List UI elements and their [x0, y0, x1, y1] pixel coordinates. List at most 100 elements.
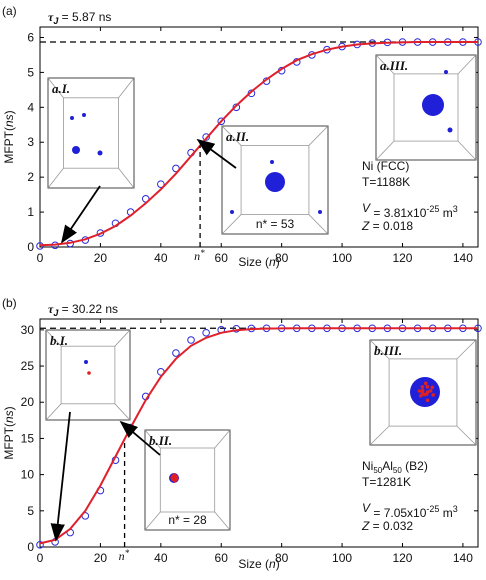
- arrow: [119, 420, 161, 456]
- text-part: ns: [2, 410, 16, 423]
- plot-frame: [39, 26, 479, 248]
- tau-label: τJ = 30.22 ns: [48, 302, 118, 318]
- atom: [171, 475, 176, 480]
- atom: [425, 385, 430, 389]
- x-tick-label: 20: [94, 251, 108, 265]
- inset-edge: [457, 140, 477, 161]
- inset-edge: [308, 214, 329, 235]
- atom: [230, 210, 234, 214]
- text-part: n: [269, 255, 276, 269]
- inset-edge: [45, 329, 62, 347]
- y-tick-label: 5: [27, 504, 34, 518]
- data-point: [187, 336, 195, 344]
- text-part: τ: [48, 10, 54, 24]
- x-tick-label: 40: [154, 251, 168, 265]
- inset-label: a.II.: [226, 129, 249, 144]
- text-part: 3: [453, 204, 458, 214]
- x-tick-label: 0: [37, 251, 44, 265]
- x-tick-label: 60: [215, 551, 229, 565]
- inset-inner: [159, 447, 216, 513]
- atom: [174, 475, 178, 480]
- inset-edge: [118, 77, 135, 99]
- x-tick-label: 0: [37, 551, 44, 565]
- data-point: [36, 541, 44, 549]
- inset-note: n* = 53: [256, 217, 295, 231]
- inset-edge: [114, 329, 131, 347]
- x-tick-label: 80: [275, 551, 289, 565]
- inset-note: n* = 28: [168, 513, 207, 527]
- tau-label: τJ = 5.87 ns: [48, 10, 111, 26]
- atom: [428, 388, 433, 393]
- text-part: V: [362, 501, 371, 515]
- atom: [70, 116, 74, 120]
- inset-edge: [114, 403, 131, 421]
- x-axis-label: Size (n): [238, 255, 279, 269]
- text-part: ): [276, 255, 280, 269]
- y-tick-label: 20: [21, 395, 35, 409]
- data-point: [217, 117, 226, 126]
- atom: [265, 172, 285, 192]
- atom: [410, 377, 440, 407]
- text-part: Al: [382, 459, 393, 473]
- text-part: n: [194, 249, 200, 263]
- y-tick-label: 30: [21, 323, 35, 337]
- sample-temperature: T=1188K: [362, 175, 410, 189]
- sample-z: Z = 0.018: [361, 219, 413, 233]
- inset-edge: [456, 425, 477, 446]
- inset-edge: [221, 214, 242, 235]
- inset-label: a.I.: [52, 81, 70, 96]
- atom: [97, 150, 103, 156]
- text-part: n: [119, 549, 125, 563]
- y-axis-label: MFPT(ns): [2, 110, 16, 163]
- text-part: τ: [48, 302, 54, 316]
- inset-edge: [221, 125, 242, 146]
- text-part: Ni: [362, 459, 373, 473]
- x-tick-label: 120: [392, 551, 412, 565]
- atom: [84, 360, 88, 364]
- panel-label: (b): [2, 296, 17, 310]
- inset-edge: [369, 339, 390, 360]
- atom: [430, 385, 435, 390]
- atom: [423, 381, 428, 386]
- inset-edge: [144, 429, 161, 449]
- y-tick-label: 4: [27, 100, 34, 114]
- arrow: [60, 185, 101, 244]
- y-tick-label: 2: [27, 170, 34, 184]
- text-part: m: [439, 506, 452, 520]
- inset-edge: [47, 167, 64, 189]
- text-part: *: [200, 248, 205, 258]
- atom: [82, 113, 86, 117]
- text-part: m: [439, 206, 452, 220]
- text-part: = 30.22 ns: [58, 302, 118, 316]
- inset-edge: [308, 125, 329, 146]
- x-tick-label: 140: [453, 251, 473, 265]
- y-tick-label: 15: [21, 431, 35, 445]
- text-part: -25: [426, 504, 439, 514]
- inset-edge: [118, 167, 135, 189]
- text-part: (B2): [402, 459, 428, 473]
- x-axis-label: Size (n): [238, 557, 279, 571]
- text-part: = 3.81x10: [370, 206, 427, 220]
- text-part: Ni (FCC): [362, 159, 409, 173]
- nstar-label: n*: [119, 548, 130, 563]
- text-part: 50: [393, 466, 402, 475]
- sample-volume: V = 3.81x10-25 m3: [362, 201, 458, 220]
- text-part: Z: [361, 519, 370, 533]
- inset-edge: [375, 54, 395, 75]
- text-part: -25: [426, 204, 439, 214]
- atom: [444, 70, 448, 74]
- y-tick-label: 3: [27, 135, 34, 149]
- atom: [431, 393, 435, 397]
- inset-inner: [240, 145, 310, 215]
- sample-name: Ni50Al50 (B2): [362, 459, 428, 475]
- atom: [72, 146, 80, 154]
- text-part: ns: [2, 114, 16, 127]
- text-part: J: [53, 16, 59, 26]
- inset-label: a.III.: [380, 58, 408, 73]
- data-point: [172, 349, 180, 357]
- inset-edge: [457, 54, 477, 75]
- sample-temperature: T=1281K: [362, 475, 411, 489]
- text-part: J: [53, 308, 59, 318]
- atom: [173, 478, 177, 483]
- atom: [420, 385, 425, 389]
